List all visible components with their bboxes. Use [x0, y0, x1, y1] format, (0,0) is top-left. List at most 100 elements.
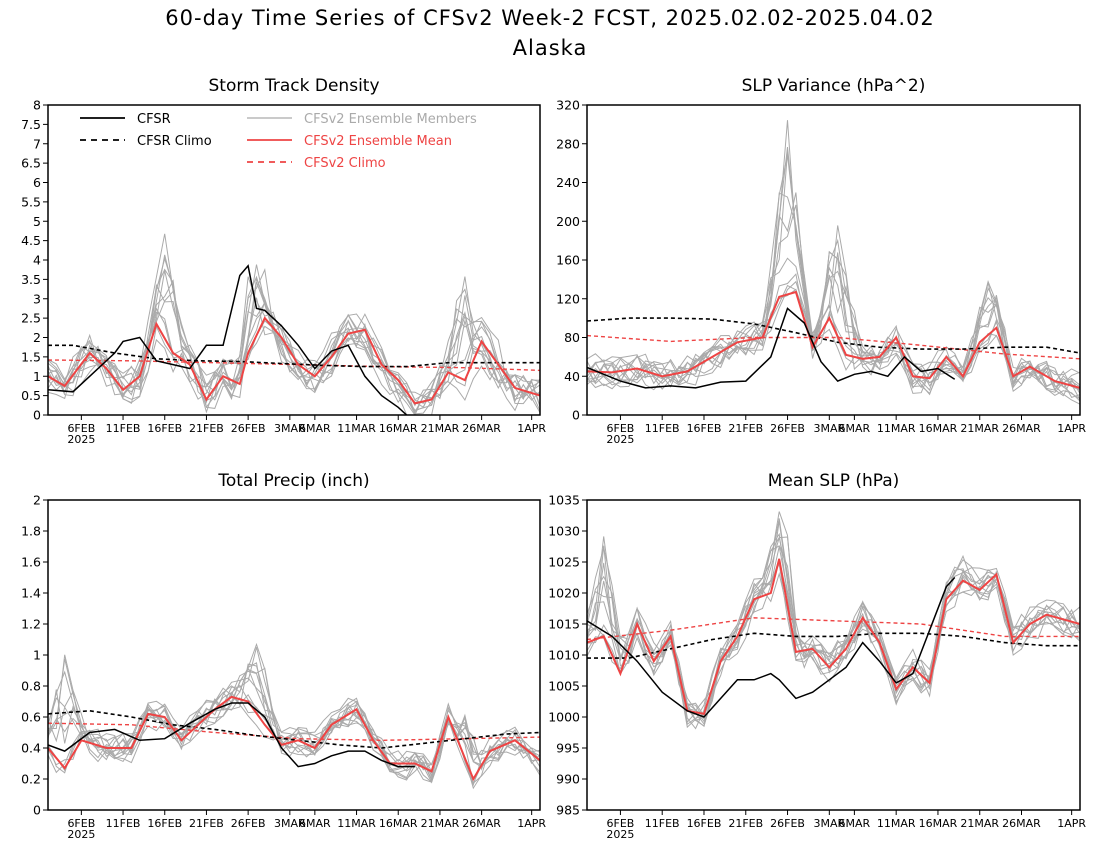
series-cfsv2-ensemble-mean	[587, 558, 1080, 716]
ensemble-member-line	[587, 288, 1080, 395]
ensemble-member-line	[48, 670, 540, 776]
x-tick-label: 16FEB	[147, 817, 182, 830]
plot-frame	[586, 104, 1081, 416]
x-tick-label: 11FEB	[106, 422, 141, 435]
x-tick-label: 6FEB	[607, 422, 635, 435]
ensemble-member-line	[587, 204, 1080, 399]
x-tick-label: 21FEB	[189, 817, 224, 830]
y-tick-label: 990	[556, 772, 580, 787]
y-tick-label: 40	[564, 369, 580, 384]
ensemble-member-line	[48, 647, 540, 781]
y-tick-label: 1035	[548, 493, 580, 508]
x-tick-label: 11FEB	[645, 817, 680, 830]
y-tick-label: 200	[556, 214, 580, 229]
x-tick-label: 26FEB	[770, 817, 805, 830]
series-cfsr-climo	[48, 344, 540, 368]
x-tick-label: 1APR	[1057, 422, 1086, 435]
y-tick-label: 1020	[548, 586, 580, 601]
plot-frame	[586, 499, 1081, 811]
x-tick-label: 11MAR	[337, 817, 376, 830]
ensemble-member-line	[48, 268, 540, 401]
x-tick-label: 16FEB	[147, 422, 182, 435]
series-cfsr	[587, 307, 956, 389]
y-tick-label: 240	[556, 175, 580, 190]
y-tick-label: 1025	[548, 555, 580, 570]
y-tick-label: 0	[572, 408, 580, 423]
x-tick-label: 1APR	[1057, 817, 1086, 830]
y-tick-label: 2	[33, 330, 41, 345]
ensemble-member-line	[48, 667, 540, 771]
x-tick-label: 16MAR	[379, 422, 418, 435]
y-tick-label: 1.2	[21, 617, 41, 632]
x-tick-label: 1APR	[517, 817, 546, 830]
series-cfsr	[48, 264, 408, 415]
ensemble-member-line	[587, 537, 1080, 721]
y-tick-label: 1	[33, 648, 41, 663]
x-tick-label: 26MAR	[1002, 817, 1041, 830]
series-cfsv2-ensemble-mean	[48, 316, 540, 405]
ensemble-member-line	[587, 536, 1080, 727]
plot-area	[587, 511, 1080, 730]
y-tick-label: 5.5	[21, 194, 41, 209]
panel-1: SLP Variance (hPa^2) 0 40 80 120 160 200 240 280…	[556, 76, 1086, 446]
series-cfsr-climo	[587, 632, 1080, 659]
series-cfsv2-climo	[587, 617, 1080, 641]
panel-2: Total Precip (inch) 0 0.2 0.4 0.6 0.8 1 1.2 1.4 1…	[21, 471, 546, 841]
y-tick-label: 1.6	[21, 555, 41, 570]
x-tick-label: 11MAR	[337, 422, 376, 435]
x-tick-label: 6MAR	[839, 817, 871, 830]
x-tick-label: 6MAR	[299, 817, 331, 830]
figure-title: 60-day Time Series of CFSv2 Week-2 FCST,…	[165, 6, 935, 30]
x-tick-label: 21FEB	[189, 422, 224, 435]
y-tick-label: 1	[33, 369, 41, 384]
y-tick-label: 995	[556, 741, 580, 756]
x-year-label: 2025	[606, 828, 634, 841]
y-tick-label: 0.5	[21, 388, 41, 403]
y-tick-label: 5	[33, 214, 41, 229]
y-tick-label: 7	[33, 136, 41, 151]
panel-3: Mean SLP (hPa) 985 990 995 1000 1005 1010 1015 1…	[548, 471, 1086, 841]
y-tick-label: 80	[564, 330, 580, 345]
legend-label: CFSR Climo	[137, 134, 212, 149]
series-cfsr	[48, 702, 415, 768]
ensemble-member-line	[587, 558, 1080, 726]
x-tick-label: 16MAR	[379, 817, 418, 830]
legend-label: CFSv2 Ensemble Mean	[304, 134, 452, 149]
x-tick-label: 21MAR	[421, 422, 460, 435]
ensemble-member-line	[48, 307, 540, 414]
panel-0: Storm Track Density 0 0.5 1 1.5 2 2.5 3 3.5 4 4.5 5…	[21, 76, 546, 446]
series-cfsr	[587, 576, 956, 718]
ensemble-member-line	[48, 233, 540, 415]
y-tick-label: 1030	[548, 524, 580, 539]
series-cfsv2-ensemble-mean	[48, 695, 540, 782]
y-tick-label: 0.4	[21, 741, 41, 756]
x-tick-label: 21MAR	[960, 817, 999, 830]
x-tick-label: 6FEB	[607, 817, 635, 830]
y-tick-label: 1005	[548, 679, 580, 694]
x-tick-label: 21MAR	[960, 422, 999, 435]
y-tick-label: 4	[33, 253, 41, 268]
plot-area	[48, 233, 540, 415]
x-tick-label: 26FEB	[231, 422, 266, 435]
ensemble-member-line	[587, 146, 1080, 386]
plot-area	[48, 642, 540, 790]
panel-title: Mean SLP (hPa)	[768, 471, 900, 491]
ensemble-member-line	[48, 687, 540, 784]
x-tick-label: 1APR	[517, 422, 546, 435]
x-tick-label: 16MAR	[919, 817, 958, 830]
ensemble-member-line	[587, 518, 1080, 730]
ensemble-member-line	[48, 256, 540, 415]
y-tick-label: 160	[556, 253, 580, 268]
legend-label: CFSv2 Ensemble Members	[304, 112, 477, 127]
plot-frame	[47, 104, 541, 416]
y-tick-label: 3	[33, 291, 41, 306]
x-tick-label: 3MAR	[813, 817, 845, 830]
x-year-label: 2025	[606, 433, 634, 446]
figure-subtitle: Alaska	[512, 36, 588, 60]
x-tick-label: 3MAR	[813, 422, 845, 435]
y-tick-label: 6.5	[21, 156, 41, 171]
ensemble-member-line	[48, 254, 540, 415]
y-tick-label: 0.8	[21, 679, 41, 694]
ensemble-member-line	[48, 299, 540, 413]
x-tick-label: 26FEB	[231, 817, 266, 830]
